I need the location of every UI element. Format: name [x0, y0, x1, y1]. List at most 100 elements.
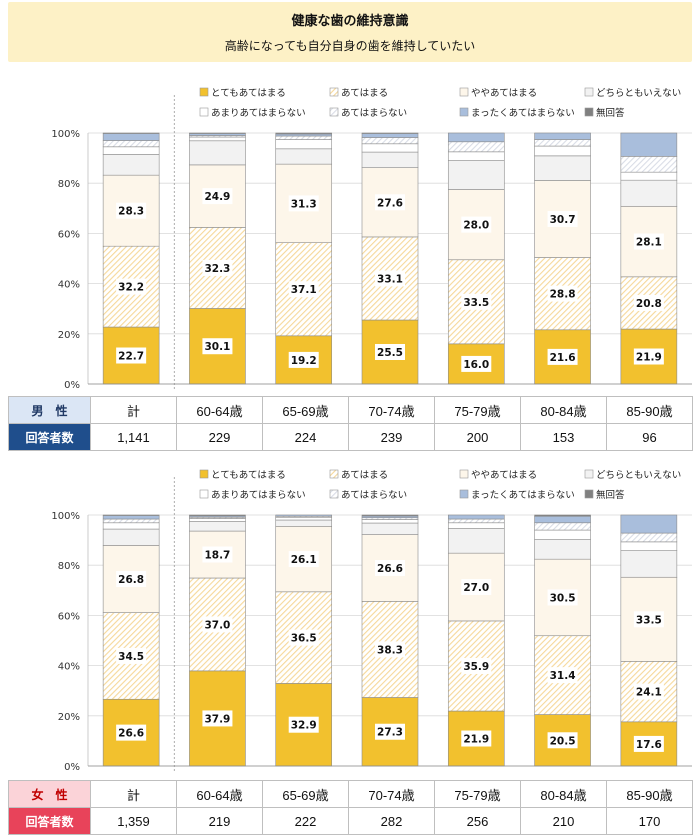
legend-swatch [459, 87, 469, 97]
bar-segment [620, 532, 678, 543]
male-respondent-table: 男 性 計 60-64歳 65-69歳 70-74歳 75-79歳 80-84歳… [8, 396, 693, 451]
bar-segment [447, 151, 505, 161]
bar-segment [534, 539, 591, 560]
legend-item: あてはまる [329, 87, 388, 99]
legend-label: 無回答 [596, 107, 625, 119]
legend-label: とてもあてはまる [211, 88, 286, 99]
legend-item: あてはまらない [329, 489, 407, 501]
data-label-text: 30.7 [550, 214, 576, 226]
data-label: 21.9 [633, 348, 664, 365]
legend-swatch [459, 469, 469, 479]
legend-swatch [584, 87, 594, 97]
chart-subtitle: 高齢になっても自分自身の歯を維持していたい [224, 39, 476, 53]
bar-segment [447, 132, 505, 143]
bar-segment [620, 171, 678, 181]
legend-item: 無回答 [584, 107, 625, 119]
data-label-bg [461, 657, 492, 674]
y-tick-label: 0% [64, 380, 80, 391]
legend-label: あてはまらない [341, 490, 407, 501]
data-label-bg [202, 616, 233, 633]
data-label-bg [633, 348, 664, 365]
data-label-text: 37.1 [291, 284, 317, 296]
count-label: 回答者数 [8, 807, 91, 835]
data-label-bg [547, 667, 578, 684]
y-tick-label: 40% [58, 662, 80, 673]
bar-segment [620, 179, 678, 207]
bar-segment [275, 135, 333, 140]
legend-swatch [584, 469, 594, 479]
data-label-bg [202, 546, 233, 563]
data-label-bg [116, 724, 147, 741]
bar-segment [102, 133, 160, 141]
data-label-bg [202, 188, 233, 205]
data-label: 18.7 [202, 546, 233, 563]
data-label-bg [547, 210, 578, 227]
data-label: 19.2 [288, 351, 319, 368]
count-cell: 282 [348, 807, 435, 835]
count-cell: 222 [262, 807, 349, 835]
legend-item: とてもあてはまる [199, 87, 286, 99]
legend-label: ややあてはまる [471, 88, 537, 99]
bar-segment [447, 518, 505, 524]
bar-segment [275, 139, 333, 150]
bar-segment [189, 136, 246, 142]
bar-segment [275, 516, 333, 521]
data-label: 25.5 [375, 343, 405, 360]
bar-segment [534, 514, 591, 517]
count-row: 回答者数 1,141 229 224 239 200 153 96 [8, 423, 693, 451]
data-label: 33.5 [461, 293, 492, 310]
count-label: 回答者数 [8, 423, 91, 451]
category-cell: 80-84歳 [520, 396, 607, 424]
count-cell: 210 [520, 807, 607, 835]
data-label-bg [633, 294, 664, 311]
data-label: 28.8 [547, 285, 578, 302]
count-cell: 153 [520, 423, 607, 451]
data-label: 27.3 [375, 723, 405, 740]
data-label: 16.0 [461, 355, 492, 372]
data-label: 30.1 [202, 338, 233, 355]
data-label: 28.1 [633, 233, 664, 250]
data-label: 36.5 [288, 629, 319, 646]
bar-segment [361, 132, 419, 134]
bar-segment [534, 522, 591, 531]
data-label-bg [375, 194, 405, 211]
y-tick-label: 0% [64, 762, 80, 773]
legend-label: 無回答 [596, 489, 625, 501]
legend-swatch [329, 107, 339, 117]
data-label-bg [202, 710, 233, 727]
count-cell: 229 [176, 423, 263, 451]
data-label: 35.9 [461, 657, 492, 674]
bar-segment [189, 514, 246, 517]
data-label-bg [461, 730, 492, 747]
legend-item: あてはまらない [329, 107, 407, 119]
legend-item: まったくあてはまらない [459, 489, 575, 501]
data-label-text: 26.8 [118, 574, 144, 586]
data-label-bg [633, 233, 664, 250]
legend-swatch [459, 107, 469, 117]
data-label-text: 21.9 [636, 352, 662, 364]
bar-segment [102, 132, 160, 134]
bar-segment [534, 515, 591, 524]
data-label-bg [202, 259, 233, 276]
data-label-text: 37.0 [204, 619, 230, 631]
legend-label: まったくあてはまらない [471, 490, 575, 501]
data-label: 28.3 [116, 202, 147, 219]
bar-segment [620, 550, 678, 578]
data-label: 28.0 [461, 216, 492, 233]
female-respondent-table: 女 性 計 60-64歳 65-69歳 70-74歳 75-79歳 80-84歳… [8, 780, 693, 835]
data-label-text: 26.1 [291, 554, 317, 566]
bar-segment [534, 529, 591, 540]
data-label: 26.6 [116, 724, 147, 741]
data-label-bg [116, 647, 147, 664]
data-label-text: 20.8 [636, 298, 662, 310]
bar-segment [102, 515, 160, 520]
data-label-text: 28.0 [463, 220, 489, 232]
category-cell: 70-74歳 [348, 396, 435, 424]
data-label-text: 28.1 [636, 237, 662, 249]
data-label-bg [288, 195, 319, 212]
title-banner: 健康な歯の維持意識 高齢になっても自分自身の歯を維持していたい [8, 2, 692, 62]
bar-segment [102, 528, 160, 546]
data-label: 17.6 [633, 735, 664, 752]
legend-item: あまりあてはまらない [199, 107, 306, 119]
